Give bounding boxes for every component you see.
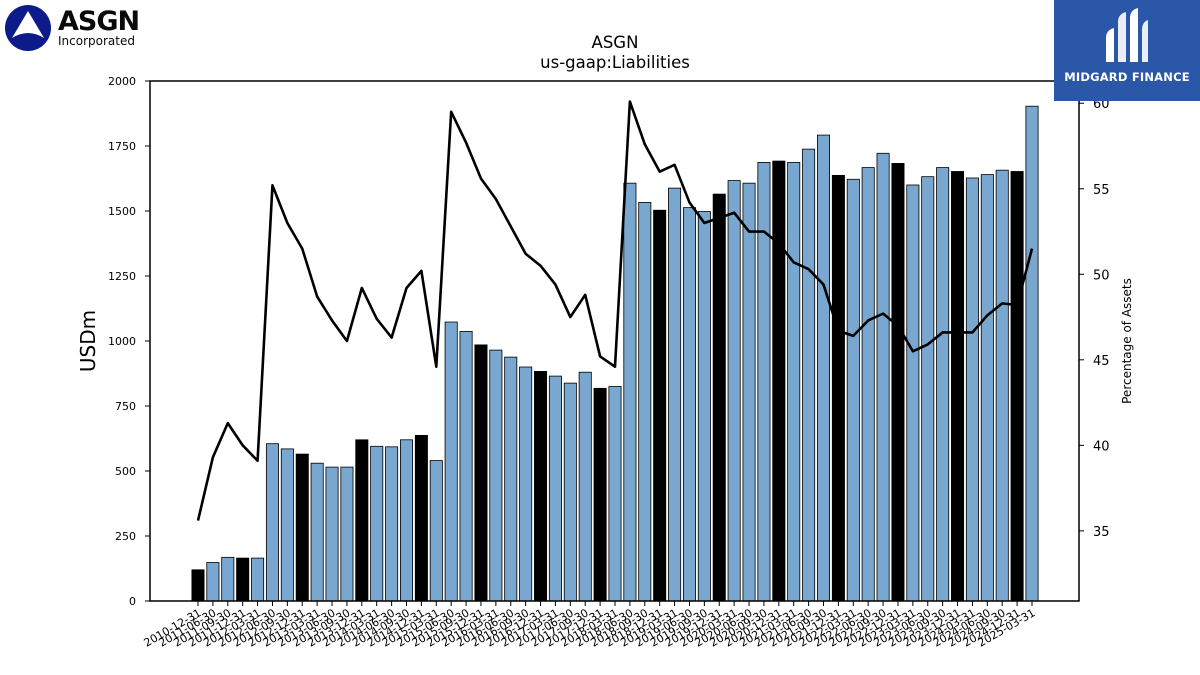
bar-2019-06-30	[682, 207, 696, 602]
bar-2012-09-30	[280, 448, 294, 602]
bar-2019-12-31	[712, 193, 726, 602]
bar-2010-12-31	[191, 569, 205, 602]
asgn-logo: ASGN Incorporated	[4, 4, 154, 54]
bar-2019-03-31	[668, 187, 682, 602]
asgn-logo-icon	[5, 5, 51, 51]
bar-2017-09-30	[578, 371, 592, 602]
bar-2018-09-30	[638, 202, 652, 602]
bar-2016-12-31	[534, 371, 548, 602]
bar-2014-03-31	[370, 445, 384, 602]
y-axis-label: USDm	[76, 310, 100, 372]
y2-tick-label: 40	[1093, 439, 1110, 454]
bar-2023-09-30	[936, 167, 950, 602]
bar-2022-03-31	[846, 178, 860, 602]
bar-2020-03-31	[727, 180, 741, 602]
bar-2023-12-31	[951, 171, 965, 602]
bar-2013-09-30	[340, 466, 354, 602]
bar-2017-12-31	[593, 387, 607, 602]
bar-2018-03-31	[608, 386, 622, 602]
y2-tick-label: 45	[1093, 354, 1110, 369]
x-axis: 2010-12-312011-06-302011-09-302011-12-31…	[142, 601, 1038, 650]
y2-tick-label: 35	[1093, 525, 1110, 540]
bar-2011-09-30	[221, 556, 235, 602]
bar-2023-06-30	[921, 176, 935, 602]
bar-2021-06-30	[802, 148, 816, 602]
bar-2013-06-30	[325, 466, 339, 602]
bar-2014-12-31	[414, 434, 428, 602]
bar-2018-12-31	[653, 209, 667, 602]
chart-subtitle: us-gaap:Liabilities	[540, 53, 690, 72]
y-tick-label: 500	[115, 465, 136, 478]
y-tick-label: 1500	[108, 205, 136, 218]
bar-2012-03-31	[251, 557, 265, 602]
midgard-logo-icon	[1106, 8, 1148, 62]
bar-2024-06-30	[980, 174, 994, 602]
bar-2022-12-31	[891, 163, 905, 602]
bar-2011-12-31	[236, 557, 250, 602]
bar-2024-03-31	[965, 177, 979, 602]
bar-2015-09-30	[459, 330, 473, 602]
bar-2024-12-31	[1010, 171, 1024, 602]
y-tick-label: 1000	[108, 335, 136, 348]
asgn-logo-ticker: ASGN	[58, 6, 140, 37]
y-tick-label: 250	[115, 530, 136, 543]
bar-2014-09-30	[399, 439, 414, 602]
y-tick-label: 1750	[108, 140, 136, 153]
bar-2016-06-30	[504, 356, 518, 602]
asgn-logo-subtitle: Incorporated	[58, 34, 135, 48]
bar-2020-09-30	[757, 161, 771, 602]
bar-2013-12-31	[355, 439, 369, 602]
bar-2012-06-30	[265, 443, 279, 602]
bar-2017-06-30	[563, 382, 577, 602]
bar-2021-12-31	[831, 174, 845, 602]
chart-title: ASGN	[592, 33, 639, 52]
y-axis: 0 250 500 750 1000 1250 1500 1750 2000	[108, 75, 150, 608]
y2-axis-label: Percentage of Assets	[1120, 278, 1134, 404]
y2-tick-label: 55	[1093, 183, 1110, 198]
y-tick-label: 2000	[108, 75, 136, 88]
bar-2014-06-30	[385, 446, 399, 602]
bar-2015-12-31	[474, 344, 488, 602]
y-tick-label: 750	[115, 400, 136, 413]
bar-2025-03-31	[1025, 105, 1039, 602]
percentage-of-assets-line	[196, 100, 1034, 521]
bar-2012-12-31	[295, 453, 309, 602]
bar-2023-03-31	[906, 184, 920, 602]
bar-2018-06-30	[623, 182, 637, 602]
bar-2021-09-30	[816, 134, 831, 602]
bar-2021-03-31	[787, 161, 801, 602]
bar-2020-12-31	[772, 160, 786, 602]
bar-2022-06-30	[861, 167, 875, 602]
bar-2017-03-31	[548, 375, 562, 602]
bar-2022-09-30	[876, 152, 890, 602]
line-series	[196, 100, 1034, 521]
bar-2020-06-30	[742, 182, 756, 602]
bar-2013-03-31	[310, 462, 324, 602]
midgard-brand-text: MIDGARD FINANCE	[1064, 70, 1190, 84]
y-tick-label: 1250	[108, 270, 136, 283]
midgard-finance-logo: MIDGARD FINANCE	[1054, 0, 1200, 101]
bar-2015-03-31	[429, 460, 443, 602]
bar-2016-03-31	[489, 349, 503, 602]
y-tick-label: 0	[129, 595, 136, 608]
bar-2024-09-30	[995, 169, 1009, 602]
y2-tick-label: 50	[1093, 268, 1110, 283]
bar-2016-09-30	[519, 366, 533, 602]
bar-2019-09-30	[697, 211, 711, 602]
bar-2011-06-30	[206, 562, 220, 602]
bar-2015-06-30	[444, 321, 458, 602]
